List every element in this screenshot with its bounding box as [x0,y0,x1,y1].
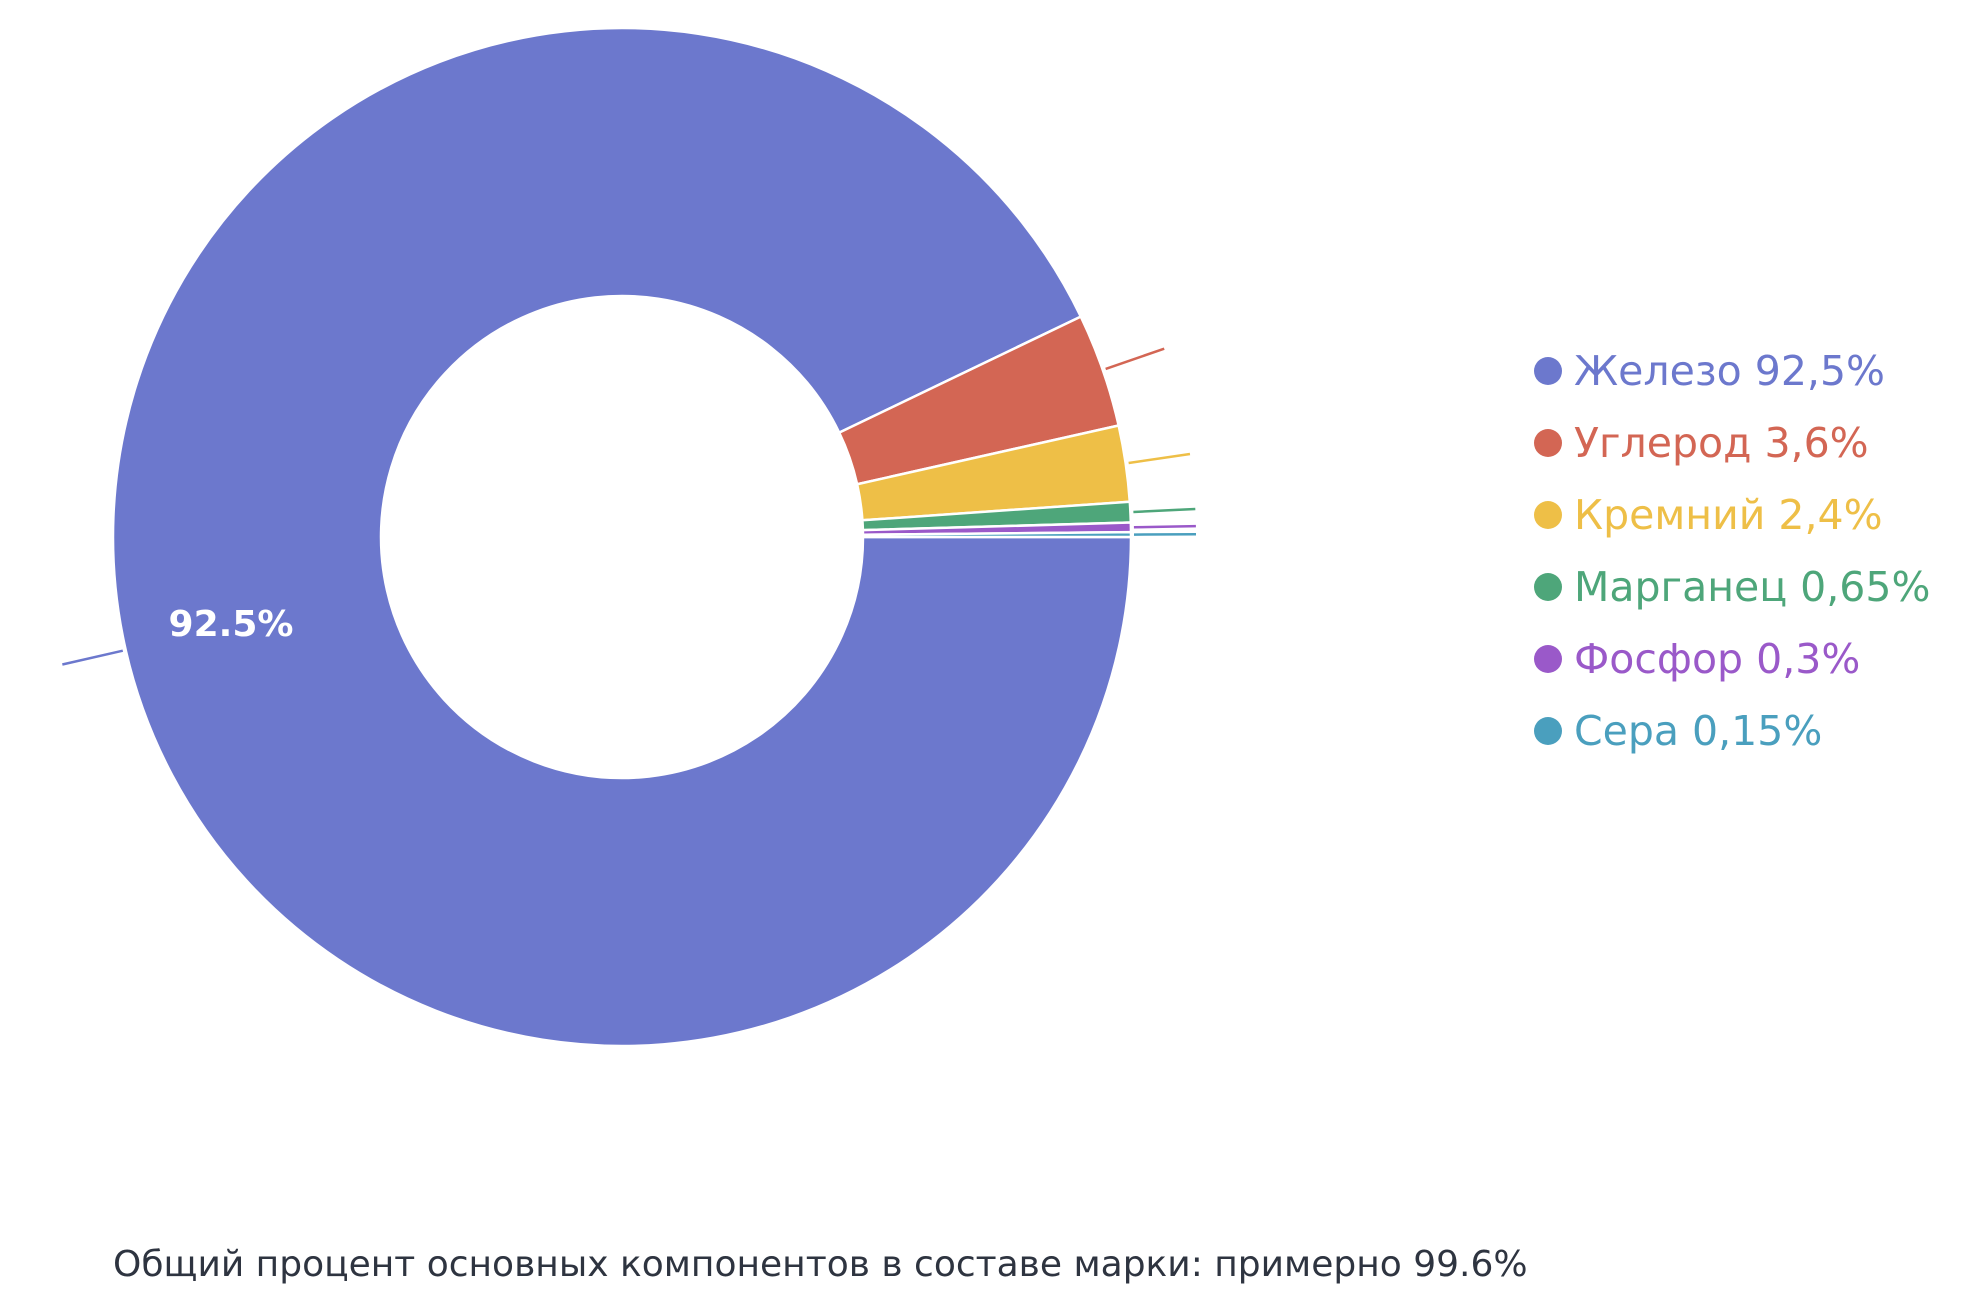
legend-marker-icon [1534,645,1562,673]
legend-item-3[interactable]: Кремний 2,4% [1534,479,1930,551]
chart-caption: Общий процент основных компонентов в сос… [113,1244,1528,1285]
leader-line-1 [62,649,124,666]
slice-label-1: 92.5% [169,604,294,645]
legend-marker-icon [1534,501,1562,529]
legend-label: Сера 0,15% [1574,706,1823,755]
legend-label: Фосфор 0,3% [1574,634,1861,683]
leader-line-3 [1128,452,1191,465]
legend-item-5[interactable]: Фосфор 0,3% [1534,623,1930,695]
leader-line-5 [1133,524,1196,529]
legend-marker-icon [1534,717,1562,745]
legend-marker-icon [1534,573,1562,601]
legend-item-4[interactable]: Марганец 0,65% [1534,551,1930,623]
slice-1[interactable] [111,26,1133,1048]
legend-item-2[interactable]: Углерод 3,6% [1534,407,1930,479]
legend-item-1[interactable]: Железо 92,5% [1534,335,1930,407]
legend-marker-icon [1534,357,1562,385]
legend-label: Железо 92,5% [1574,346,1885,395]
chart-legend: Железо 92,5% Углерод 3,6% Кремний 2,4% Марг… [1534,335,1930,767]
chart-leader-lines [62,347,1196,666]
legend-label: Кремний 2,4% [1574,490,1883,539]
legend-marker-icon [1534,429,1562,457]
legend-label: Углерод 3,6% [1574,418,1869,467]
slice-6[interactable] [861,530,1133,539]
leader-line-2 [1105,347,1165,371]
legend-label: Марганец 0,65% [1574,562,1931,611]
leader-line-4 [1133,507,1196,514]
chart-slices [111,26,1133,1048]
legend-item-6[interactable]: Сера 0,15% [1534,695,1930,767]
